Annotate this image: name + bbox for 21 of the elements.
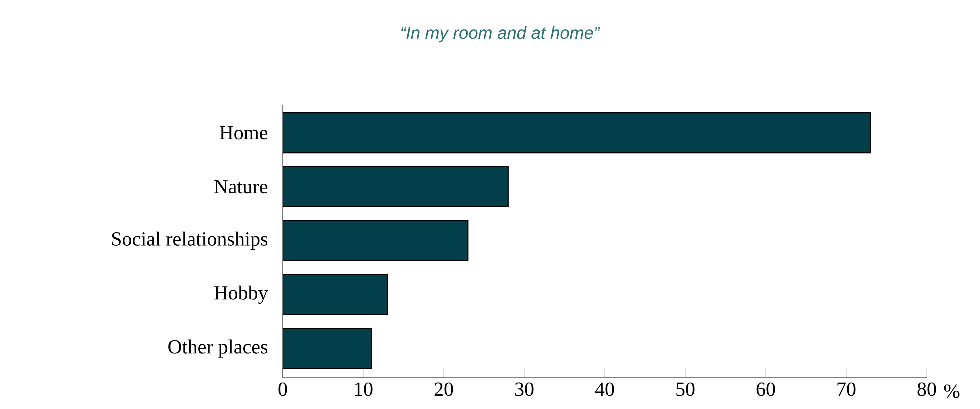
bar [283, 220, 469, 262]
y-tick-label: Hobby [214, 286, 268, 304]
x-tick-label: 50 [676, 382, 695, 396]
x-tick-label: 30 [515, 382, 534, 396]
y-tick-label: Home [220, 126, 268, 140]
x-axis-title: % [944, 384, 960, 398]
x-tick-label: 60 [756, 382, 776, 396]
bar [283, 166, 509, 208]
bar [283, 328, 372, 370]
x-tick-label: 80 [918, 382, 936, 396]
x-tick-label: 70 [838, 382, 856, 396]
x-tick-label: 20 [434, 382, 454, 396]
bar [283, 112, 872, 154]
bar [283, 274, 388, 316]
y-tick-label: Nature [214, 180, 268, 194]
y-tick-label: Social relationships [112, 232, 268, 250]
x-tick-label: 40 [595, 382, 614, 396]
chart-title: “In my room and at home” [402, 26, 600, 43]
x-tick-label: 0 [278, 382, 288, 396]
y-tick-label: Other places [168, 340, 268, 358]
x-tick-label: 10 [355, 382, 373, 396]
